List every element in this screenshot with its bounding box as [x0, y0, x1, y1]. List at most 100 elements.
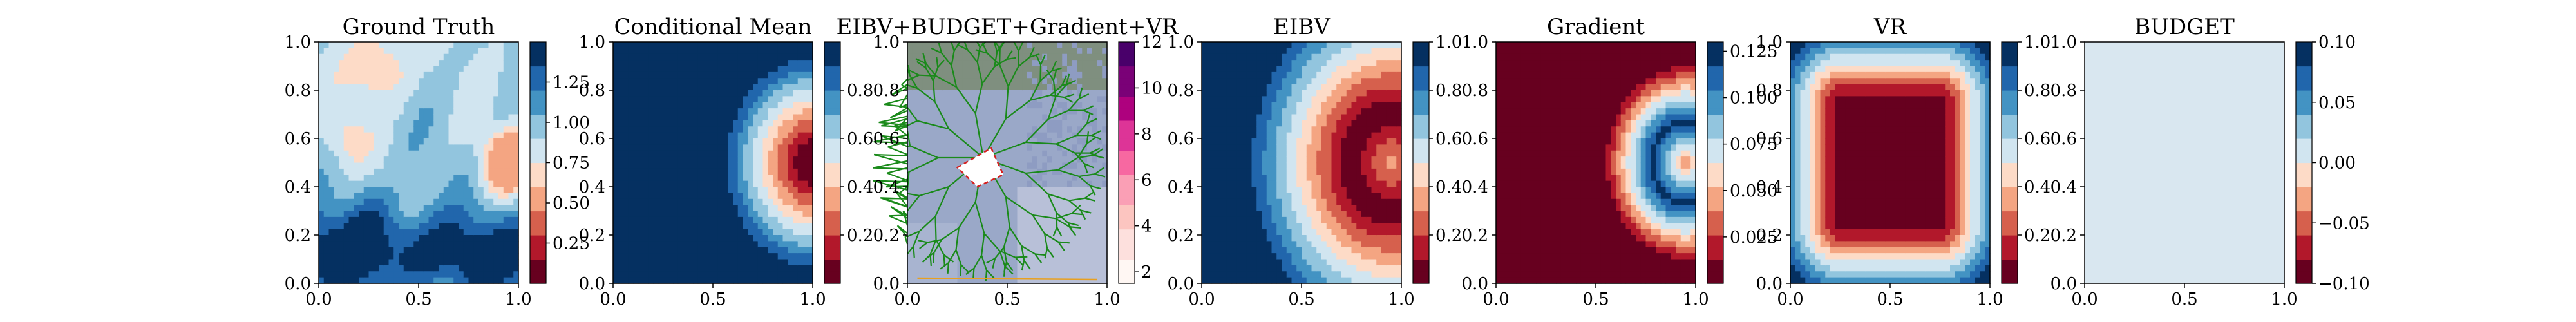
- heatmap-cell: [428, 187, 434, 193]
- heatmap-cell: [368, 247, 374, 254]
- heatmap-cell: [468, 211, 474, 218]
- heatmap-cell: [688, 168, 694, 175]
- heatmap-cell: [1067, 138, 1073, 145]
- heatmap-cell: [488, 132, 494, 139]
- heatmap-cell: [793, 126, 799, 133]
- heatmap-cell: [797, 198, 804, 205]
- heatmap-cell: [343, 156, 350, 164]
- heatmap-cell: [987, 102, 993, 109]
- heatmap-cell: [1017, 132, 1023, 139]
- heatmap-cell: [498, 60, 504, 67]
- heatmap-cell: [777, 205, 784, 212]
- heatmap-cell: [393, 271, 399, 278]
- heatmap-cell: [1027, 277, 1033, 284]
- colorbar-segment: [530, 241, 546, 248]
- heatmap-cell: [459, 241, 464, 248]
- heatmap-cell: [513, 235, 519, 242]
- heatmap-cell: [363, 78, 370, 85]
- heatmap-cell: [737, 108, 744, 115]
- heatmap-cell: [917, 96, 923, 103]
- heatmap-cell: [728, 205, 734, 212]
- heatmap-cell: [927, 175, 933, 182]
- heatmap-cell: [723, 271, 728, 278]
- heatmap-cell: [748, 241, 753, 248]
- heatmap-cell: [723, 102, 728, 109]
- heatmap-cell: [1087, 102, 1093, 109]
- colorbar-segment: [530, 108, 546, 115]
- heatmap-cell: [922, 126, 928, 133]
- heatmap-cell: [1062, 53, 1068, 61]
- heatmap-cell: [1102, 175, 1108, 182]
- heatmap-cell: [697, 84, 704, 91]
- heatmap-cell: [348, 144, 354, 151]
- heatmap-cell: [628, 144, 634, 151]
- heatmap-cell: [1022, 150, 1028, 157]
- heatmap-cell: [907, 156, 913, 164]
- heatmap-cell: [463, 108, 469, 115]
- heatmap-cell: [737, 71, 744, 79]
- heatmap-cell: [383, 277, 390, 284]
- heatmap-cell: [323, 277, 330, 284]
- heatmap-cell: [488, 126, 494, 133]
- heatmap-cell: [498, 120, 504, 127]
- heatmap-cell: [1002, 53, 1008, 61]
- heatmap-cell: [443, 265, 450, 272]
- heatmap-cell: [448, 114, 454, 121]
- heatmap-cell: [658, 175, 664, 182]
- heatmap-cell: [773, 235, 779, 242]
- heatmap-cell: [697, 66, 704, 73]
- heatmap-cell: [972, 66, 978, 73]
- heatmap-cell: [368, 84, 374, 91]
- heatmap-cell: [503, 193, 509, 200]
- heatmap-cell: [717, 229, 724, 236]
- heatmap-cell: [808, 120, 813, 127]
- heatmap-cell: [388, 126, 394, 133]
- heatmap-cell: [757, 102, 764, 109]
- heatmap-cell: [433, 48, 439, 55]
- heatmap-cell: [768, 102, 773, 109]
- heatmap-cell: [768, 229, 773, 236]
- heatmap-cell: [1052, 241, 1058, 248]
- heatmap-cell: [498, 114, 504, 121]
- heatmap-cell: [623, 175, 629, 182]
- heatmap-cell: [922, 138, 928, 145]
- heatmap-cell: [1082, 156, 1088, 164]
- heatmap-cell: [1002, 259, 1008, 266]
- tree-branch: [873, 153, 908, 165]
- heatmap-cell: [623, 90, 629, 97]
- heatmap-cell: [697, 60, 704, 67]
- heatmap-cell: [359, 235, 365, 242]
- heatmap-cell: [777, 144, 784, 151]
- heatmap-cell: [423, 42, 430, 48]
- heatmap-cell: [797, 48, 804, 55]
- heatmap-cell: [648, 78, 654, 85]
- heatmap-cell: [628, 138, 634, 145]
- heatmap-cell: [1077, 48, 1083, 55]
- heatmap-cell: [343, 150, 350, 157]
- heatmap-cell: [403, 126, 410, 133]
- heatmap-cell: [473, 60, 479, 67]
- heatmap-cell: [967, 223, 973, 230]
- heatmap-cell: [932, 60, 938, 67]
- heatmap-cell: [1102, 162, 1108, 169]
- heatmap-cell: [463, 277, 469, 284]
- heatmap-cell: [374, 187, 379, 193]
- heatmap-cell: [663, 265, 668, 272]
- heatmap-cell: [1017, 42, 1023, 48]
- heatmap-cell: [673, 277, 679, 284]
- heatmap-cell: [912, 277, 918, 284]
- colorbar-segment: [530, 138, 546, 145]
- heatmap-cell: [982, 198, 988, 205]
- heatmap-cell: [693, 144, 699, 151]
- heatmap-cell: [363, 162, 370, 169]
- heatmap-cell: [677, 180, 684, 187]
- heatmap-cell: [1052, 265, 1058, 272]
- heatmap-cell: [483, 144, 489, 151]
- heatmap-cell: [328, 253, 334, 260]
- heatmap-cell: [423, 235, 430, 242]
- heatmap-cell: [343, 84, 350, 91]
- heatmap-cell: [473, 96, 479, 103]
- heatmap-cell: [927, 84, 933, 91]
- heatmap-cell: [748, 168, 753, 175]
- heatmap-cell: [503, 180, 509, 187]
